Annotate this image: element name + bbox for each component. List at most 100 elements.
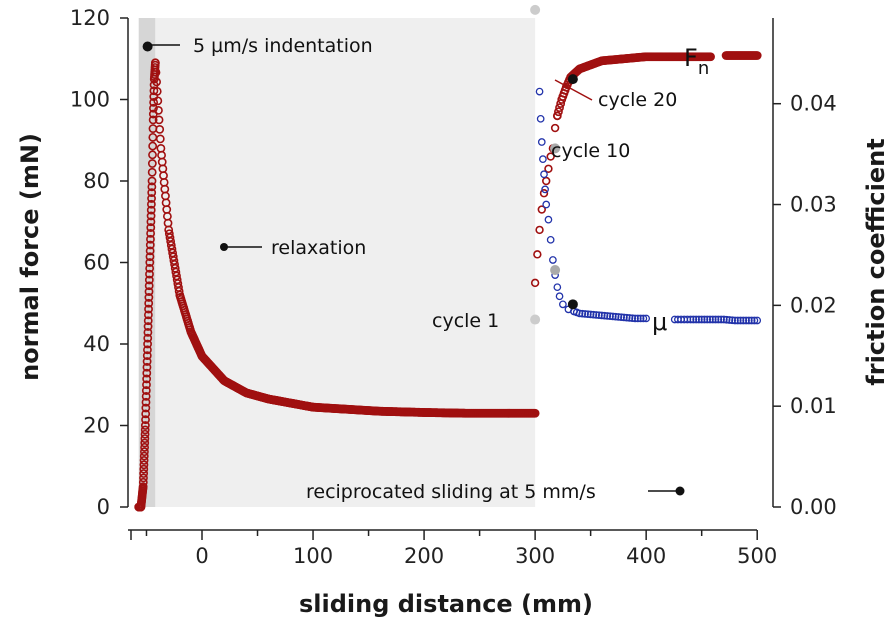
mu-point	[708, 315, 717, 324]
mu-point	[542, 200, 551, 209]
fn-point	[144, 293, 154, 302]
fn-point	[145, 240, 155, 250]
fn-point	[143, 345, 152, 355]
fn-point	[530, 408, 540, 418]
fn-point	[143, 322, 153, 331]
cycle10-label: cycle 10	[551, 140, 630, 162]
fn-point	[142, 362, 152, 372]
y-right-axis-title: friction coefficient	[862, 138, 890, 385]
fn-point	[530, 278, 540, 288]
fn-point	[535, 225, 544, 235]
fn-point	[143, 333, 153, 343]
fn-point	[140, 438, 150, 448]
fn-point	[147, 182, 157, 192]
mu-series	[535, 87, 762, 325]
marker-0	[142, 41, 153, 52]
fn-point	[149, 98, 159, 107]
mu-point	[620, 313, 628, 322]
fn-point	[140, 447, 149, 457]
mu-point	[720, 315, 728, 324]
fn-point	[142, 357, 152, 366]
fn-series-indentation	[134, 58, 160, 512]
fn-point	[141, 391, 151, 401]
fn-point	[139, 469, 149, 478]
mu-point	[622, 313, 631, 322]
fn-point	[141, 397, 151, 407]
fn-point	[144, 304, 153, 314]
fn-point	[144, 281, 154, 291]
fn-point	[138, 482, 148, 492]
mu-point	[539, 155, 547, 164]
fn-point	[139, 464, 149, 474]
fn-point	[542, 176, 551, 186]
y-left-tick-label: 40	[83, 332, 110, 356]
fn-point	[139, 456, 149, 465]
fn-point	[147, 167, 157, 177]
mu-point	[728, 316, 737, 325]
shaded-region-1	[155, 18, 536, 507]
fn-point	[148, 115, 158, 125]
x-tick-label: 0	[195, 544, 208, 568]
mu-label: μ	[652, 308, 667, 336]
fn-point	[147, 159, 157, 168]
mu-point	[714, 315, 723, 324]
mu-point	[733, 316, 742, 325]
mu-point	[536, 114, 545, 123]
fn-point	[138, 477, 148, 487]
fn-point	[149, 86, 159, 96]
mu-point	[608, 312, 617, 321]
x-tick-label: 200	[404, 544, 444, 568]
fn-point	[539, 189, 549, 198]
fn-point	[154, 105, 163, 115]
mu-point	[603, 312, 612, 320]
fn-point	[142, 374, 152, 384]
fn-point	[146, 199, 156, 209]
fn-point	[146, 223, 156, 232]
mu-point	[692, 315, 700, 324]
mu-point	[600, 311, 609, 320]
mu-point	[725, 316, 734, 324]
mu-point	[546, 235, 555, 244]
fn-point	[145, 246, 155, 256]
mu-point	[584, 310, 592, 319]
marker-layer	[142, 4, 578, 325]
fn-point	[554, 107, 563, 117]
mu-point	[553, 283, 562, 292]
mu-point	[700, 315, 709, 324]
mu-point	[611, 312, 620, 321]
mu-point	[706, 315, 714, 324]
fn-point	[148, 150, 157, 160]
fn-point	[555, 103, 564, 113]
fn-point	[143, 339, 152, 349]
mu-point	[722, 315, 731, 324]
fn-main: F	[684, 44, 698, 72]
fn-point	[139, 473, 148, 483]
series-layer	[134, 51, 762, 512]
mu-point	[628, 314, 637, 323]
y-right-tick-label: 0.00	[790, 495, 837, 519]
fn-point	[143, 327, 153, 337]
mu-point	[750, 316, 759, 325]
mu-point	[711, 315, 720, 324]
indentation-label: 5 µm/s indentation	[193, 35, 373, 57]
fn-point	[550, 123, 560, 133]
fn-point	[147, 176, 157, 186]
mu-point	[686, 315, 695, 324]
y-left-tick-label: 0	[97, 495, 110, 519]
mu-point	[636, 314, 645, 323]
fn-point	[142, 380, 151, 390]
x-tick-label: 100	[293, 544, 333, 568]
fn-point	[537, 205, 546, 214]
mu-point	[689, 315, 698, 324]
fn-point	[141, 403, 151, 413]
fn-point	[145, 252, 155, 262]
fn-point	[552, 111, 562, 121]
y-left-axis-title: normal force (mN)	[16, 133, 44, 381]
x-tick-label: 400	[626, 544, 666, 568]
fn-point	[155, 124, 165, 134]
cycle20-label: cycle 20	[598, 89, 677, 111]
mu-point	[745, 316, 753, 325]
mu-point	[742, 316, 750, 325]
mu-point	[535, 87, 544, 96]
mu-point	[617, 313, 626, 322]
